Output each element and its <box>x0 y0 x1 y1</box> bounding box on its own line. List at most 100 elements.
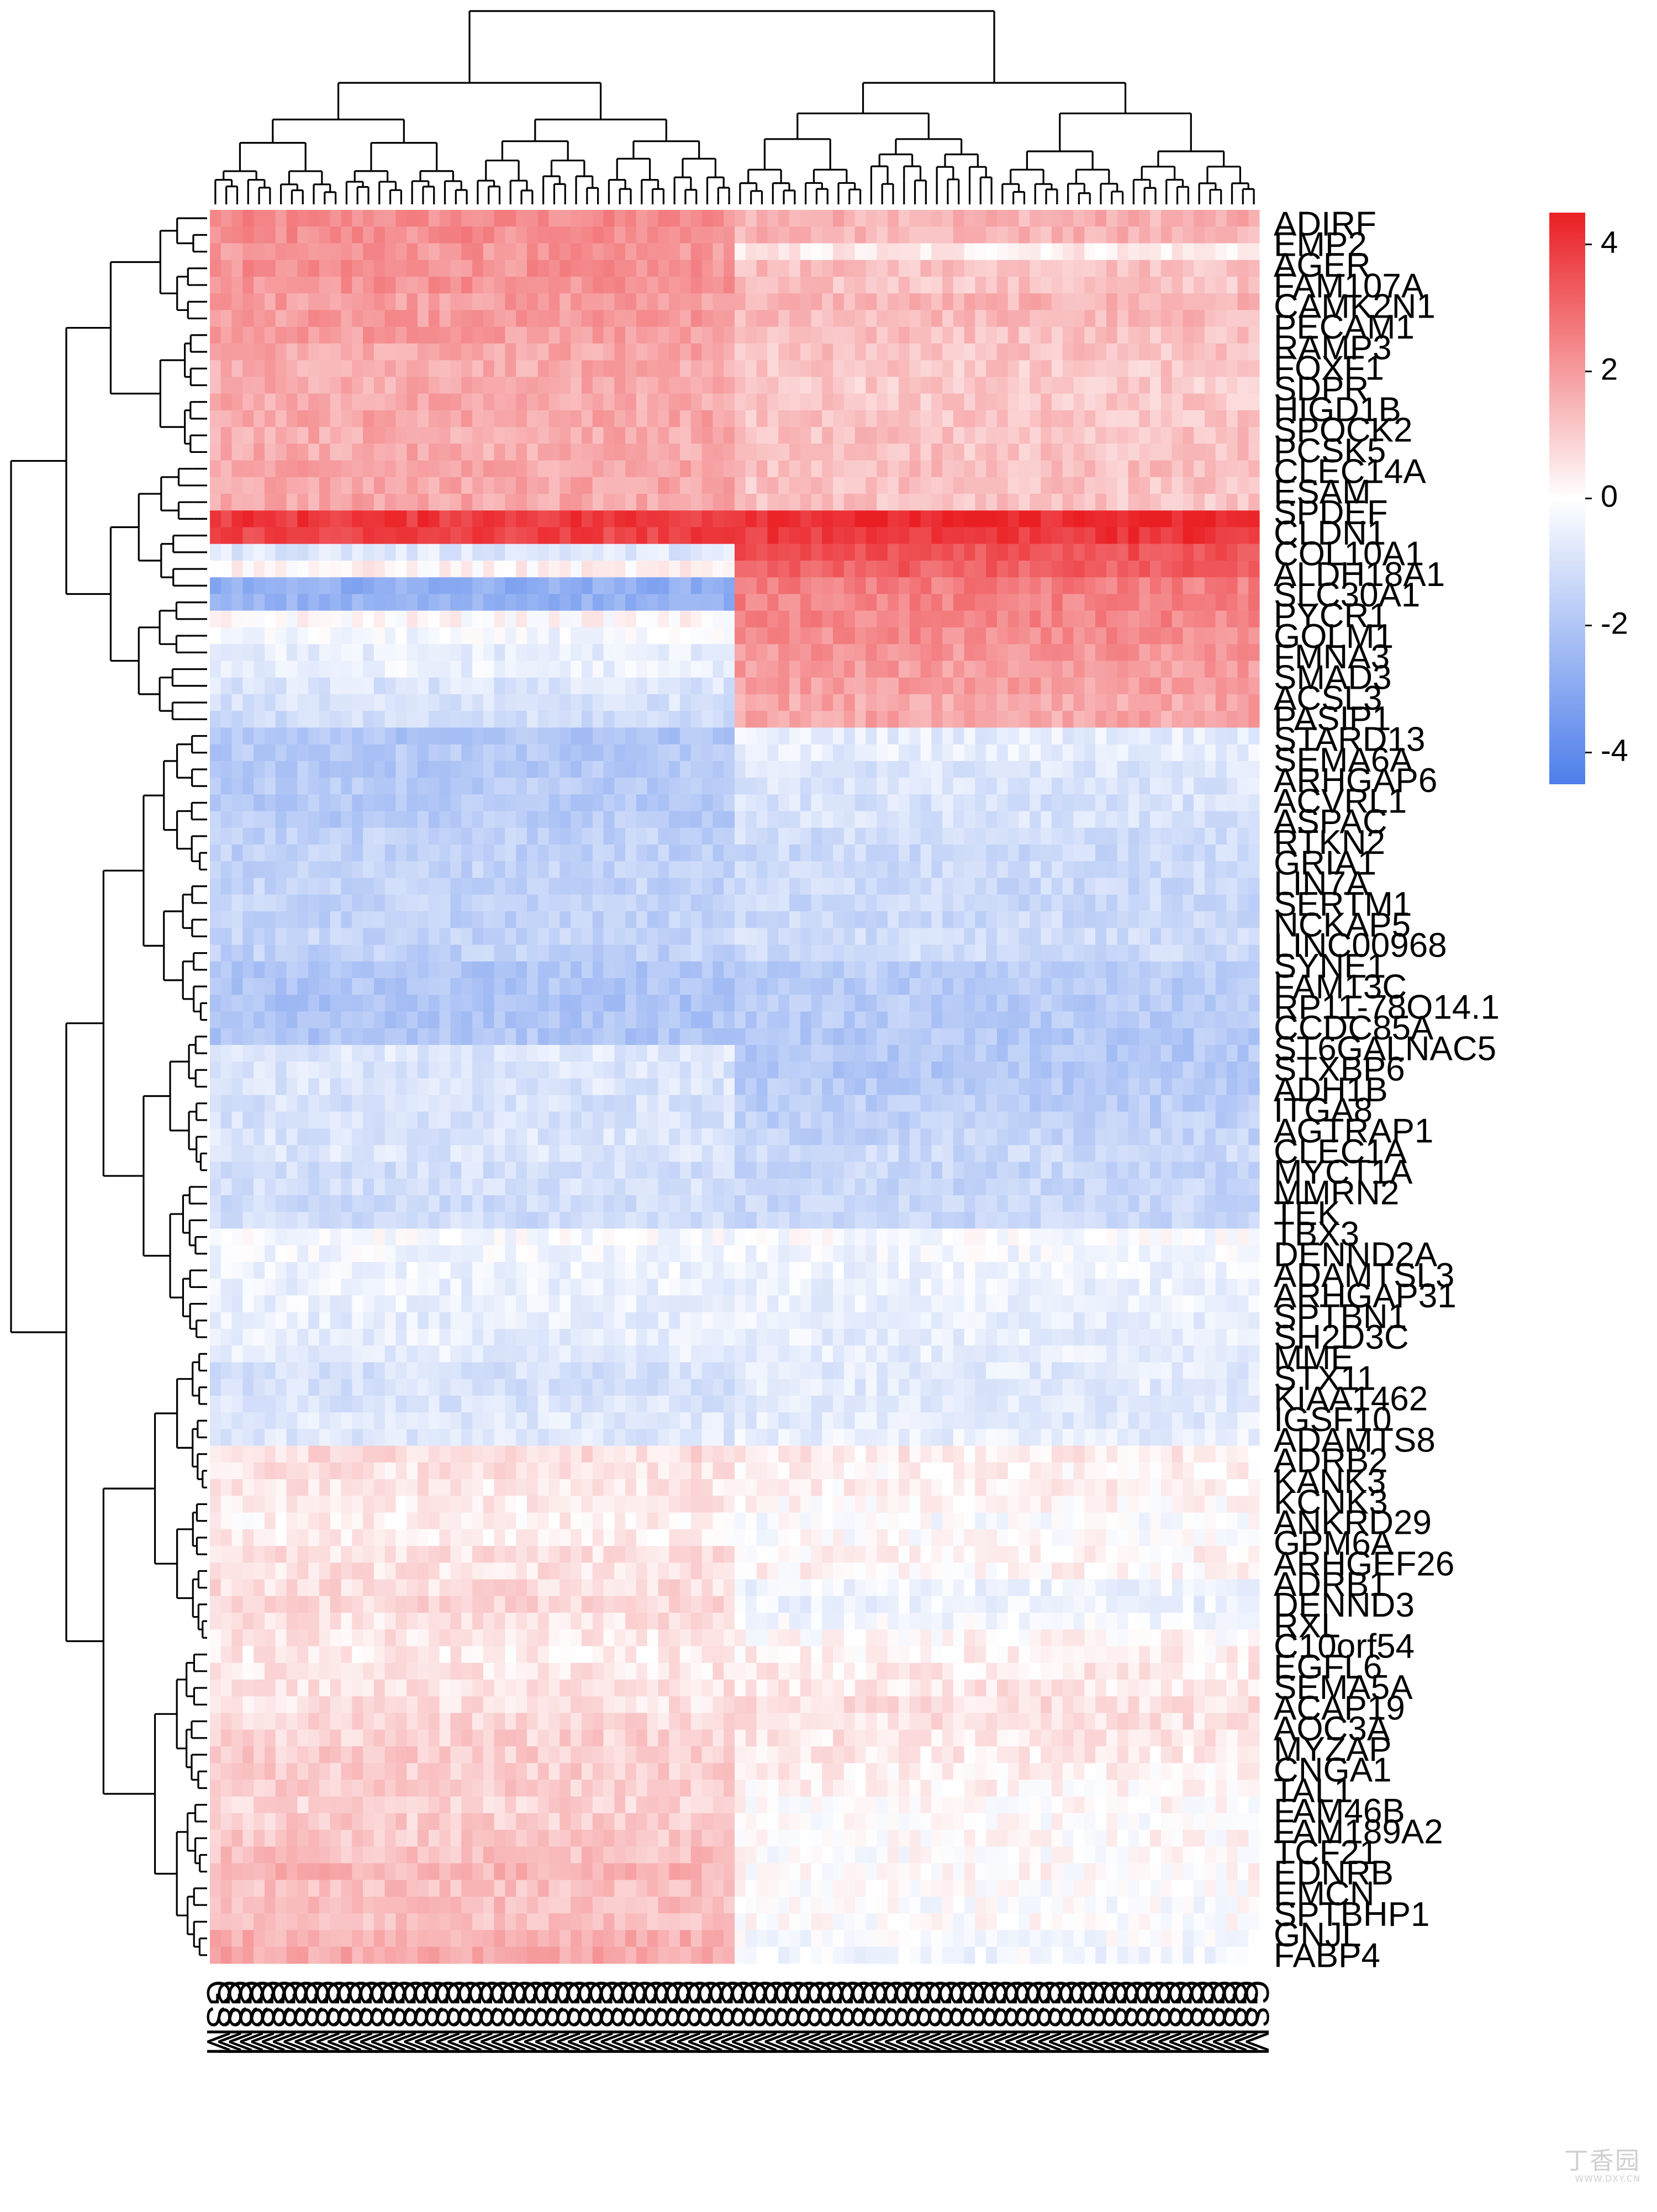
heatmap-cell <box>658 594 669 611</box>
heatmap-cell <box>407 210 418 227</box>
heatmap-cell <box>1172 878 1183 895</box>
heatmap-cell <box>297 828 308 845</box>
heatmap-cell <box>757 394 768 411</box>
heatmap-cell <box>746 711 757 728</box>
heatmap-cell <box>986 678 997 695</box>
heatmap-cell <box>1205 678 1216 695</box>
heatmap-cell <box>855 878 866 895</box>
heatmap-cell <box>571 644 582 661</box>
heatmap-cell <box>1216 544 1227 561</box>
heatmap-cell <box>287 794 298 811</box>
heatmap-cell <box>308 778 319 795</box>
heatmap-cell <box>757 644 768 661</box>
heatmap-cell <box>1205 911 1216 928</box>
heatmap-cell <box>1194 895 1205 912</box>
heatmap-cell <box>429 611 440 628</box>
heatmap-row <box>210 861 1260 878</box>
heatmap-cell <box>953 711 964 728</box>
heatmap-cell <box>549 577 560 594</box>
heatmap-cell <box>811 627 822 645</box>
heatmap-cell <box>604 277 615 294</box>
heatmap-cell <box>440 678 451 695</box>
heatmap-cell <box>276 745 287 762</box>
heatmap-cell <box>669 444 680 461</box>
heatmap-cell <box>625 427 636 444</box>
heatmap-cell <box>669 895 680 912</box>
heatmap-cell <box>395 611 407 628</box>
heatmap-cell <box>811 527 822 545</box>
heatmap-cell <box>560 577 571 594</box>
heatmap-cell <box>221 627 232 645</box>
heatmap-cell <box>647 861 658 878</box>
heatmap-cell <box>450 293 461 310</box>
heatmap-cell <box>1161 694 1172 711</box>
heatmap-cell <box>1106 260 1117 277</box>
heatmap-cell <box>1139 911 1150 928</box>
heatmap-cell <box>888 727 899 745</box>
heatmap-cell <box>472 427 483 444</box>
heatmap-cell <box>931 394 942 411</box>
heatmap-cell <box>625 310 636 327</box>
heatmap-cell <box>538 510 549 527</box>
heatmap-cell <box>1019 627 1030 645</box>
heatmap-cell <box>1139 277 1150 294</box>
heatmap-cell <box>778 277 789 294</box>
heatmap-cell <box>418 828 429 845</box>
heatmap-cell <box>1205 360 1216 377</box>
heatmap-cell <box>866 510 877 527</box>
heatmap-cell <box>440 828 451 845</box>
heatmap-cell <box>844 828 855 845</box>
heatmap-cell <box>1095 427 1106 444</box>
heatmap-cell <box>680 394 691 411</box>
heatmap-cell <box>1139 243 1150 260</box>
heatmap-cell <box>1139 310 1150 327</box>
heatmap-cell <box>986 360 997 377</box>
heatmap-cell <box>1248 461 1259 478</box>
heatmap-cell <box>407 327 418 344</box>
heatmap-cell <box>1030 544 1041 561</box>
heatmap-cell <box>1150 327 1161 344</box>
heatmap-cell <box>538 477 549 494</box>
heatmap-cell <box>308 694 319 711</box>
heatmap-cell <box>516 277 527 294</box>
heatmap-cell <box>505 911 516 928</box>
heatmap-cell <box>363 861 374 878</box>
heatmap-cell <box>658 527 669 545</box>
heatmap-cell <box>811 494 822 511</box>
heatmap-cell <box>429 344 440 361</box>
heatmap-cell <box>516 594 527 611</box>
heatmap-cell <box>1194 544 1205 561</box>
heatmap-cell <box>571 678 582 695</box>
heatmap-cell <box>308 226 319 244</box>
heatmap-cell <box>560 778 571 795</box>
heatmap-cell <box>494 577 505 594</box>
heatmap-cell <box>265 611 276 628</box>
heatmap-cell <box>265 727 276 745</box>
heatmap-cell <box>221 394 232 411</box>
heatmap-cell <box>1150 761 1161 778</box>
heatmap-cell <box>658 861 669 878</box>
heatmap-cell <box>877 293 888 310</box>
heatmap-cell <box>899 761 910 778</box>
heatmap-cell <box>287 210 298 227</box>
heatmap-cell <box>680 627 691 645</box>
heatmap-cell <box>866 761 877 778</box>
heatmap-cell <box>1030 444 1041 461</box>
heatmap-cell <box>811 327 822 344</box>
heatmap-cell <box>210 711 221 728</box>
heatmap-cell <box>582 745 593 762</box>
heatmap-cell <box>1172 510 1183 527</box>
heatmap-cell <box>1161 394 1172 411</box>
heatmap-cell <box>265 344 276 361</box>
heatmap-cell <box>1216 243 1227 260</box>
heatmap-cell <box>1084 360 1095 377</box>
heatmap-cell <box>844 260 855 277</box>
heatmap-cell <box>658 745 669 762</box>
heatmap-cell <box>986 310 997 327</box>
heatmap-cell <box>440 544 451 561</box>
heatmap-cell <box>341 477 352 494</box>
heatmap-cell <box>582 293 593 310</box>
heatmap-cell <box>931 828 942 845</box>
heatmap-cell <box>844 878 855 895</box>
heatmap-cell <box>953 794 964 811</box>
